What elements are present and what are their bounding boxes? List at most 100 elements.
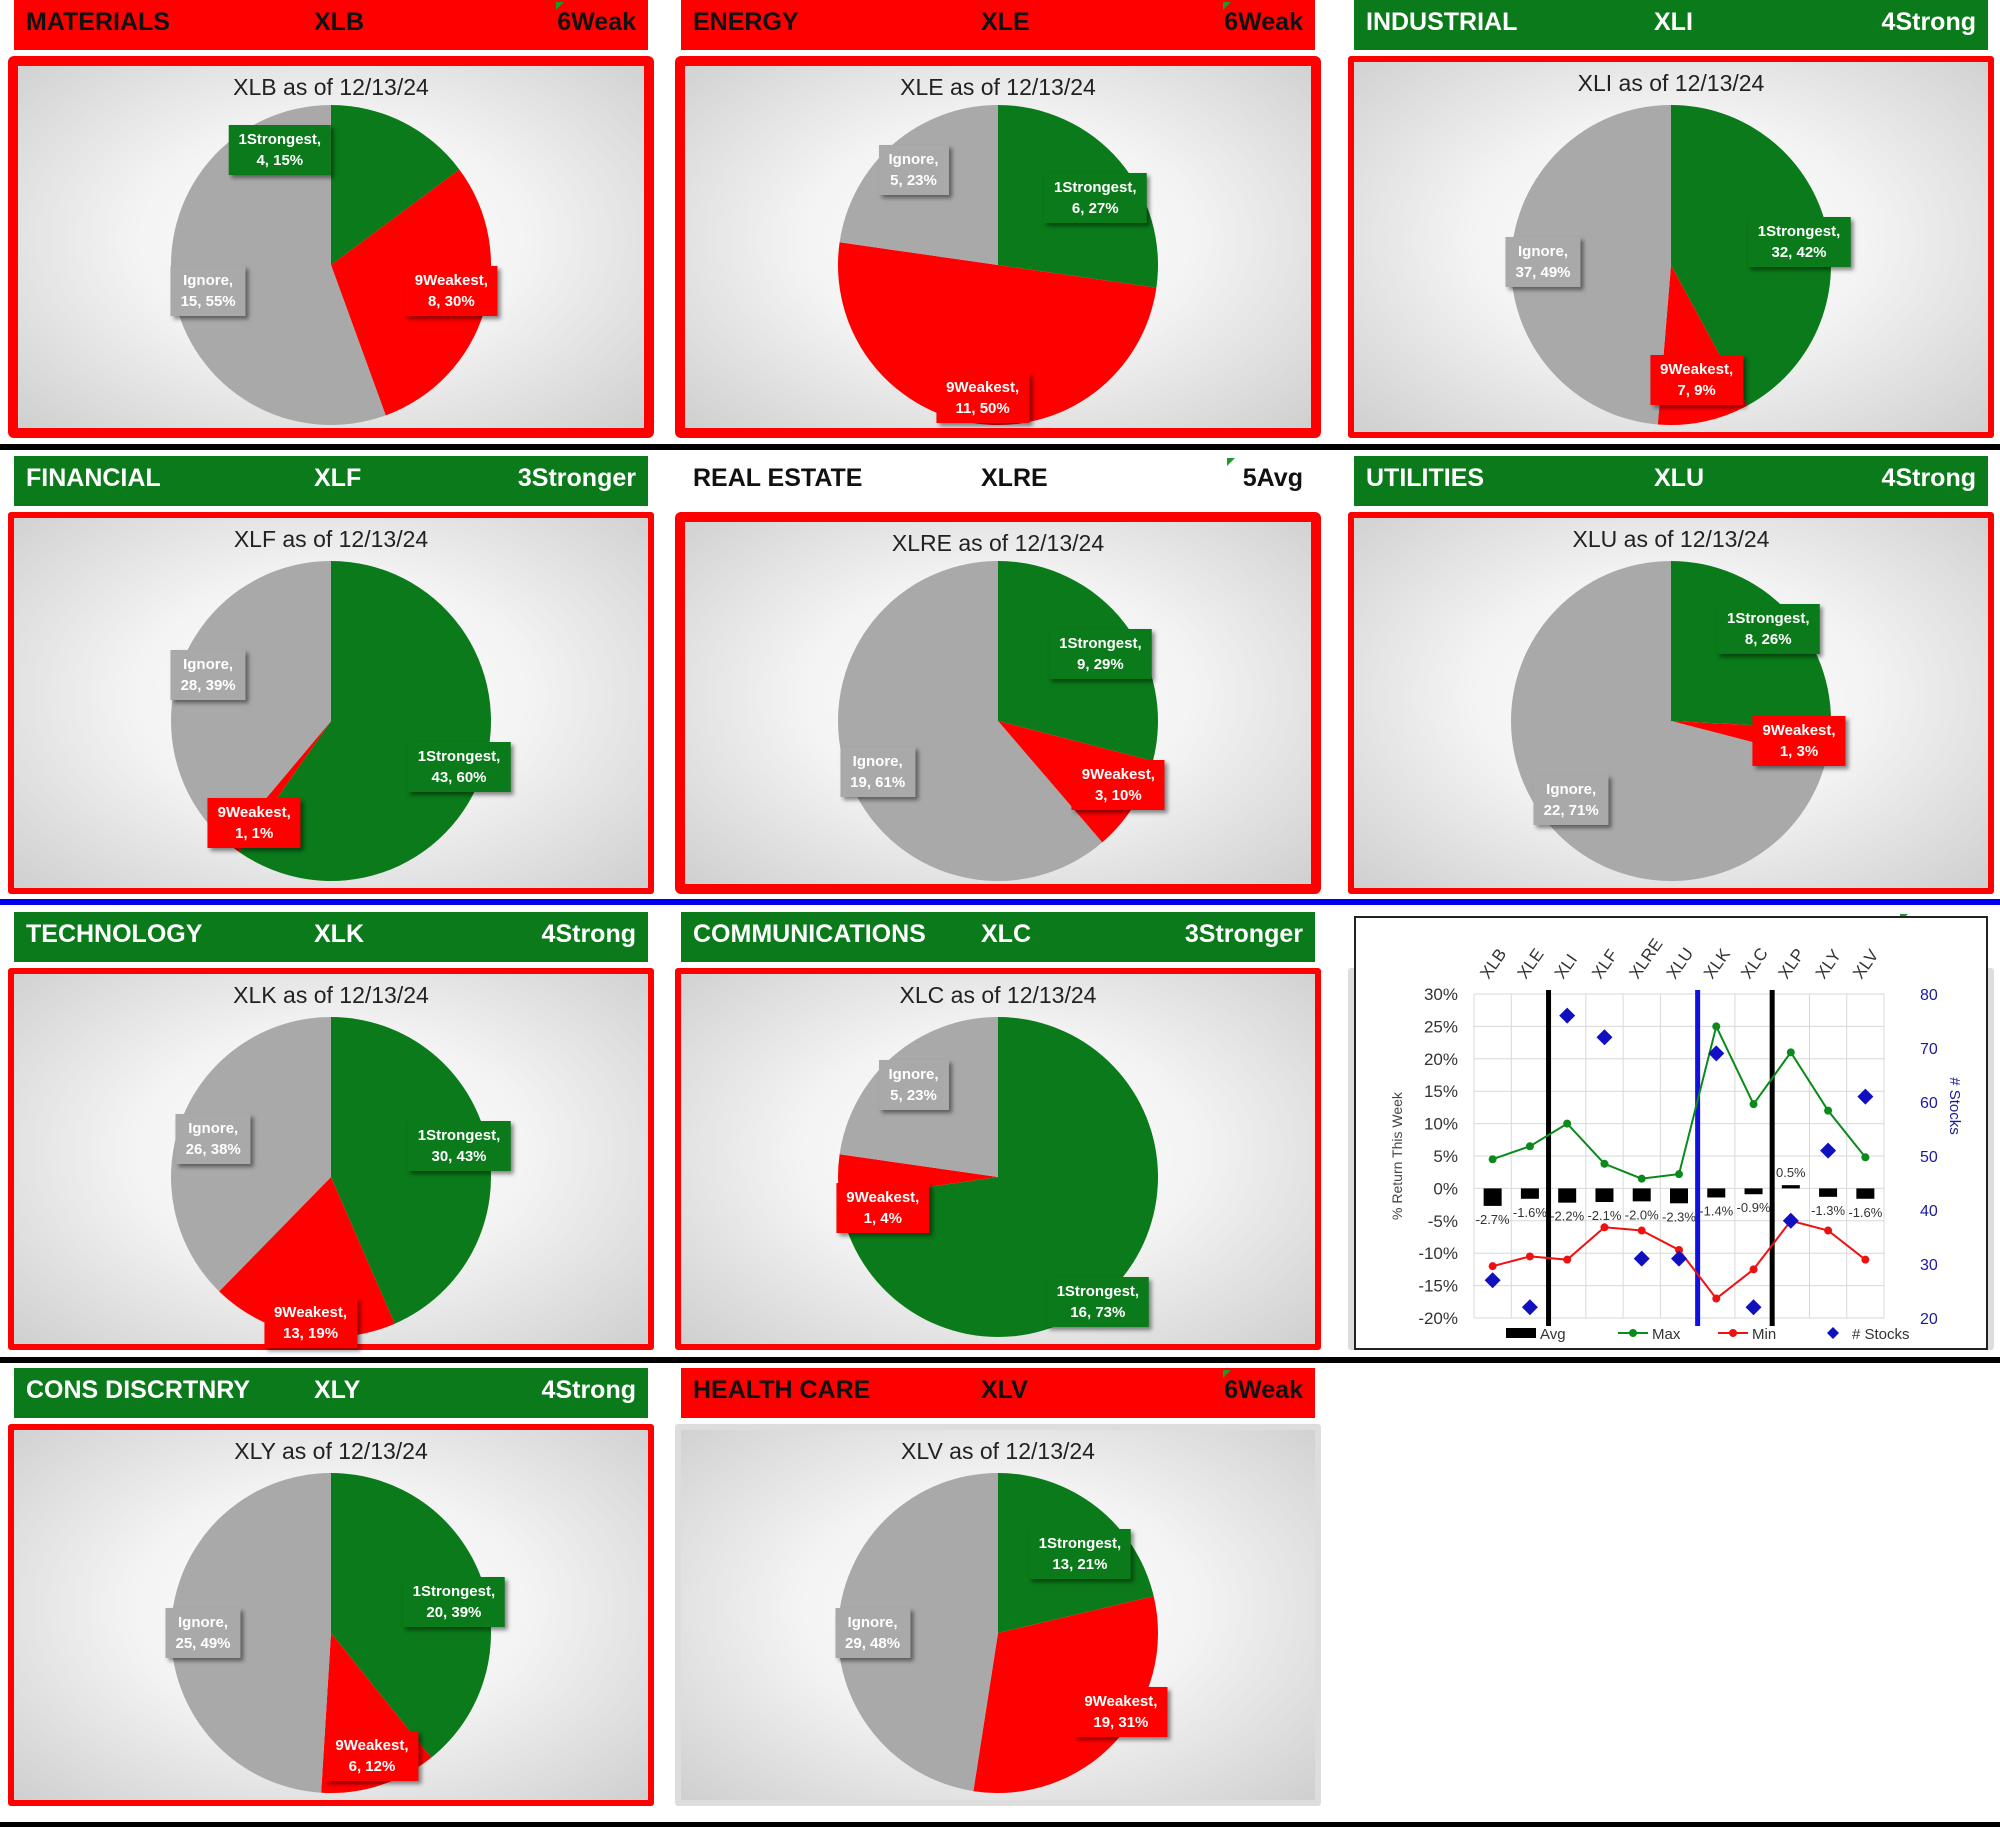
data-label-line: 1Strongest, xyxy=(1038,1534,1122,1552)
data-label-line: 26, 38% xyxy=(185,1140,241,1158)
avg-data-label: -2.1% xyxy=(1587,1208,1621,1223)
category-label: XLP xyxy=(1775,945,1809,982)
y-tick-label: 20% xyxy=(1424,1050,1458,1069)
stocks-count-marker xyxy=(1708,1045,1725,1062)
series-point-min xyxy=(1861,1255,1870,1264)
data-label-line: Ignore, xyxy=(852,753,903,771)
y-tick-label: 0% xyxy=(1433,1179,1458,1198)
sector-rating: 4Strong xyxy=(1881,8,1976,36)
stocks-count-marker xyxy=(1559,1007,1576,1024)
data-label-line: 9Weakest, xyxy=(1084,1693,1158,1711)
pie-slice-ignore xyxy=(171,1017,331,1292)
avg-data-label: -2.3% xyxy=(1662,1209,1696,1224)
y2-tick-label: 80 xyxy=(1920,987,1938,1004)
data-label-line: 1Strongest, xyxy=(1757,222,1841,240)
data-label-weakest: 9Weakest, 3, 10% xyxy=(1071,760,1165,810)
row-separator-4 xyxy=(0,1822,2000,1827)
pie-chart xyxy=(171,105,492,425)
sector-name: MATERIALS xyxy=(26,8,170,36)
pie-chart xyxy=(170,561,492,881)
sector-header-xlv: HEALTH CARE XLV 6Weak xyxy=(681,1368,1315,1418)
pie-panel-xlc: XLC as of 12/13/24 1Strongest, 16, 73% 9Wea… xyxy=(675,968,1321,1350)
data-label-line: Ignore, xyxy=(183,655,234,673)
pie-chart xyxy=(838,1017,1158,1337)
sector-name: TECHNOLOGY xyxy=(26,920,203,948)
sector-ticker: XLU xyxy=(1654,464,1704,492)
legend-swatch-stocks xyxy=(1827,1327,1839,1339)
data-label-line: 9Weakest, xyxy=(273,1303,348,1321)
stocks-count-marker xyxy=(1857,1088,1874,1105)
data-label-weakest: 9Weakest, 1, 4% xyxy=(836,1182,930,1233)
data-label-line: 8, 30% xyxy=(427,292,475,310)
avg-bar xyxy=(1781,1185,1800,1189)
avg-bar xyxy=(1558,1188,1577,1203)
pie-slice-9weakest xyxy=(973,1596,1158,1793)
data-label-line: 28, 39% xyxy=(180,676,236,694)
y-tick-label: 5% xyxy=(1433,1147,1458,1166)
stocks-count-marker xyxy=(1820,1142,1837,1159)
data-label-line: Ignore, xyxy=(888,1065,939,1083)
pie-title: XLV as of 12/13/24 xyxy=(901,1438,1095,1464)
pie-panel-xlf: XLF as of 12/13/24 1Strongest, 43, 60% 9Wea… xyxy=(8,512,654,894)
avg-bar xyxy=(1744,1188,1763,1195)
data-label-line: 43, 60% xyxy=(431,769,487,787)
data-label-strongest: 1Strongest, 43, 60% xyxy=(407,742,511,793)
data-label-line: 19, 31% xyxy=(1093,1714,1149,1732)
data-label-line: 6, 12% xyxy=(348,1757,396,1775)
pie-slice-9weakest xyxy=(838,242,1157,426)
y-tick-label: 30% xyxy=(1424,985,1458,1004)
sector-header-xlb: MATERIALS XLB 6Weak xyxy=(14,0,648,50)
data-label-line: 9Weakest, xyxy=(1762,722,1836,740)
pie-chart xyxy=(171,1017,492,1337)
data-label-line: 3, 10% xyxy=(1094,787,1142,804)
sector-rating: 6Weak xyxy=(1224,8,1303,36)
pie-panel-xli: XLI as of 12/13/24 1Strongest, 32, 42% 9Wea… xyxy=(1348,56,1994,438)
comment-flag-icon xyxy=(1227,458,1235,466)
data-label-line: 22, 71% xyxy=(1543,802,1599,820)
pie-panel-xly: XLY as of 12/13/24 1Strongest, 20, 39% 9Wea… xyxy=(8,1424,654,1806)
data-label-line: 1Strongest, xyxy=(1059,635,1142,653)
data-label-ignore: Ignore, 26, 38% xyxy=(175,1113,251,1164)
data-label-ignore: Ignore, 19, 61% xyxy=(840,747,916,798)
data-label-line: 9Weakest, xyxy=(1081,766,1155,783)
category-label: XLF xyxy=(1588,946,1621,982)
sector-name: CONS DISCRTNRY xyxy=(26,1376,251,1404)
data-label-strongest: 1Strongest, 8, 26% xyxy=(1717,603,1820,654)
data-label-strongest: 1Strongest, 16, 73% xyxy=(1046,1277,1150,1328)
data-label-line: 1, 3% xyxy=(1779,743,1819,761)
comment-flag-icon xyxy=(1223,1370,1231,1378)
data-label-line: 15, 55% xyxy=(180,292,236,310)
data-label-line: 6, 27% xyxy=(1071,200,1119,218)
data-label-line: 9Weakest, xyxy=(414,271,488,289)
data-label-ignore: Ignore, 37, 49% xyxy=(1505,237,1581,288)
sector-name: INDUSTRIAL xyxy=(1366,8,1518,36)
pie-title: XLK as of 12/13/24 xyxy=(233,982,429,1008)
category-label: XLK xyxy=(1700,945,1734,983)
series-point-max xyxy=(1600,1159,1609,1168)
sector-ticker: XLY xyxy=(314,1376,361,1404)
series-point-min xyxy=(1824,1226,1833,1235)
pie-title: XLRE as of 12/13/24 xyxy=(891,530,1105,556)
avg-bar xyxy=(1856,1188,1875,1199)
stocks-count-marker xyxy=(1484,1272,1501,1289)
data-label-line: 8, 26% xyxy=(1744,630,1792,648)
data-label-line: 25, 49% xyxy=(175,1635,231,1652)
category-label: XLU xyxy=(1663,944,1698,982)
data-label-line: 13, 19% xyxy=(282,1324,339,1342)
series-point-max xyxy=(1749,1100,1758,1109)
avg-data-label: 0.5% xyxy=(1776,1165,1806,1180)
legend-label: Min xyxy=(1752,1326,1776,1343)
data-label-line: 9, 29% xyxy=(1077,656,1124,674)
data-label-strongest: 1Strongest, 32, 42% xyxy=(1747,216,1851,267)
data-label-weakest: 9Weakest, 7, 9% xyxy=(1650,355,1744,406)
stocks-count-marker xyxy=(1782,1212,1799,1229)
pie-chart xyxy=(1511,561,1831,881)
sector-ticker: XLC xyxy=(981,920,1031,948)
data-label-ignore: Ignore, 22, 71% xyxy=(1533,775,1609,826)
pie-panel-xle: XLE as of 12/13/24 1Strongest, 6, 27% 9Weak… xyxy=(675,56,1321,438)
comment-flag-icon xyxy=(556,2,564,10)
pie-slice-ignore xyxy=(1510,105,1671,425)
series-point-max xyxy=(1712,1022,1721,1031)
y2-tick-label: 50 xyxy=(1920,1149,1938,1166)
